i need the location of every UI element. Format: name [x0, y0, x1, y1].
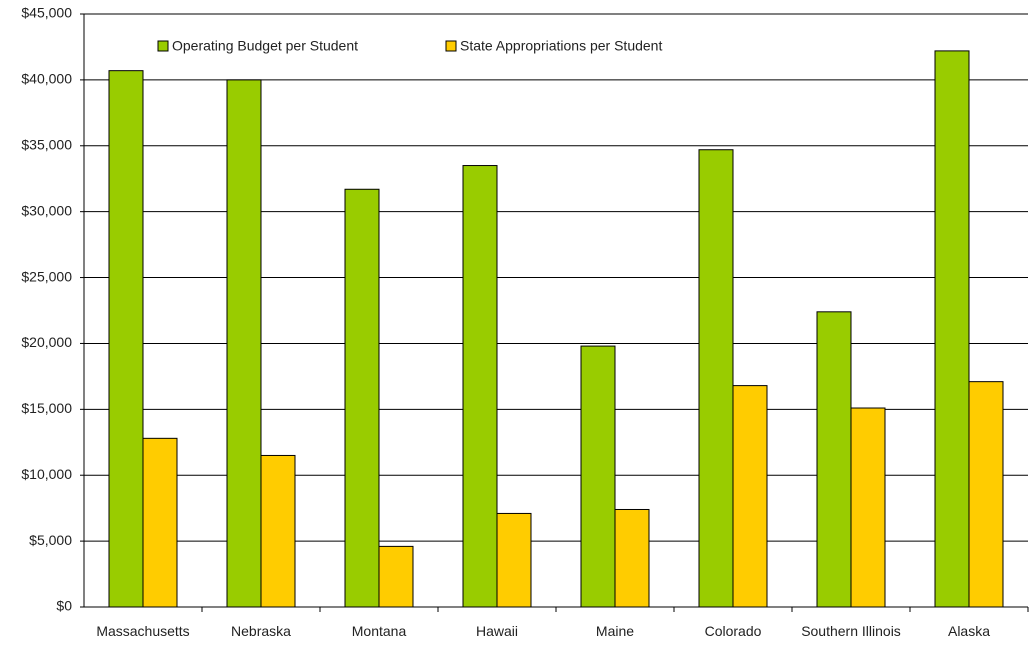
x-tick-label: Massachusetts: [96, 623, 190, 639]
bar: [614, 508, 650, 608]
bar: [462, 165, 498, 608]
y-tick-label: $0: [56, 598, 72, 614]
bar: [378, 545, 414, 608]
y-tick-label: $45,000: [21, 5, 72, 21]
y-tick-label: $35,000: [21, 136, 72, 152]
x-tick-label: Maine: [595, 623, 635, 639]
bar: [968, 381, 1004, 608]
y-tick-label: $10,000: [21, 466, 72, 482]
x-tick-label: Colorado: [704, 623, 762, 639]
y-tick-label: $20,000: [21, 334, 72, 350]
x-tick-label: Nebraska: [231, 623, 291, 639]
bar: [108, 70, 144, 608]
bar: [226, 79, 262, 608]
y-tick-label: $40,000: [21, 71, 72, 87]
x-tick-label: Montana: [351, 623, 407, 639]
bar: [260, 454, 296, 608]
bar: [732, 385, 768, 608]
legend-label: Operating Budget per Student: [172, 38, 358, 54]
y-tick-label: $15,000: [21, 400, 72, 416]
x-tick-label: Hawaii: [475, 623, 518, 639]
bar: [344, 188, 380, 608]
legend-label: State Appropriations per Student: [460, 38, 662, 54]
y-tick-label: $25,000: [21, 268, 72, 284]
x-tick-label: Southern Illinois: [801, 623, 901, 639]
bar: [142, 437, 178, 608]
bar: [934, 50, 970, 608]
bar: [850, 407, 886, 608]
bar: [698, 149, 734, 608]
legend-swatch: [445, 40, 457, 52]
bar: [816, 311, 852, 608]
y-tick-label: $5,000: [29, 532, 72, 548]
x-tick-label: Alaska: [947, 623, 991, 639]
legend-swatch: [157, 40, 169, 52]
bar: [580, 345, 616, 608]
y-tick-label: $30,000: [21, 202, 72, 218]
bar: [496, 512, 532, 608]
